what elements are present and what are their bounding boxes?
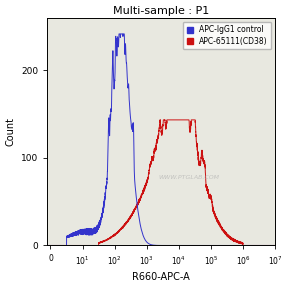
- Text: WWW.PTGLAB.COM: WWW.PTGLAB.COM: [158, 175, 219, 180]
- X-axis label: R660-APC-A: R660-APC-A: [132, 272, 190, 283]
- Legend: APC-IgG1 control, APC-65111(CD38): APC-IgG1 control, APC-65111(CD38): [183, 22, 271, 50]
- Title: Multi-sample : P1: Multi-sample : P1: [113, 5, 209, 16]
- Y-axis label: Count: Count: [5, 117, 16, 146]
